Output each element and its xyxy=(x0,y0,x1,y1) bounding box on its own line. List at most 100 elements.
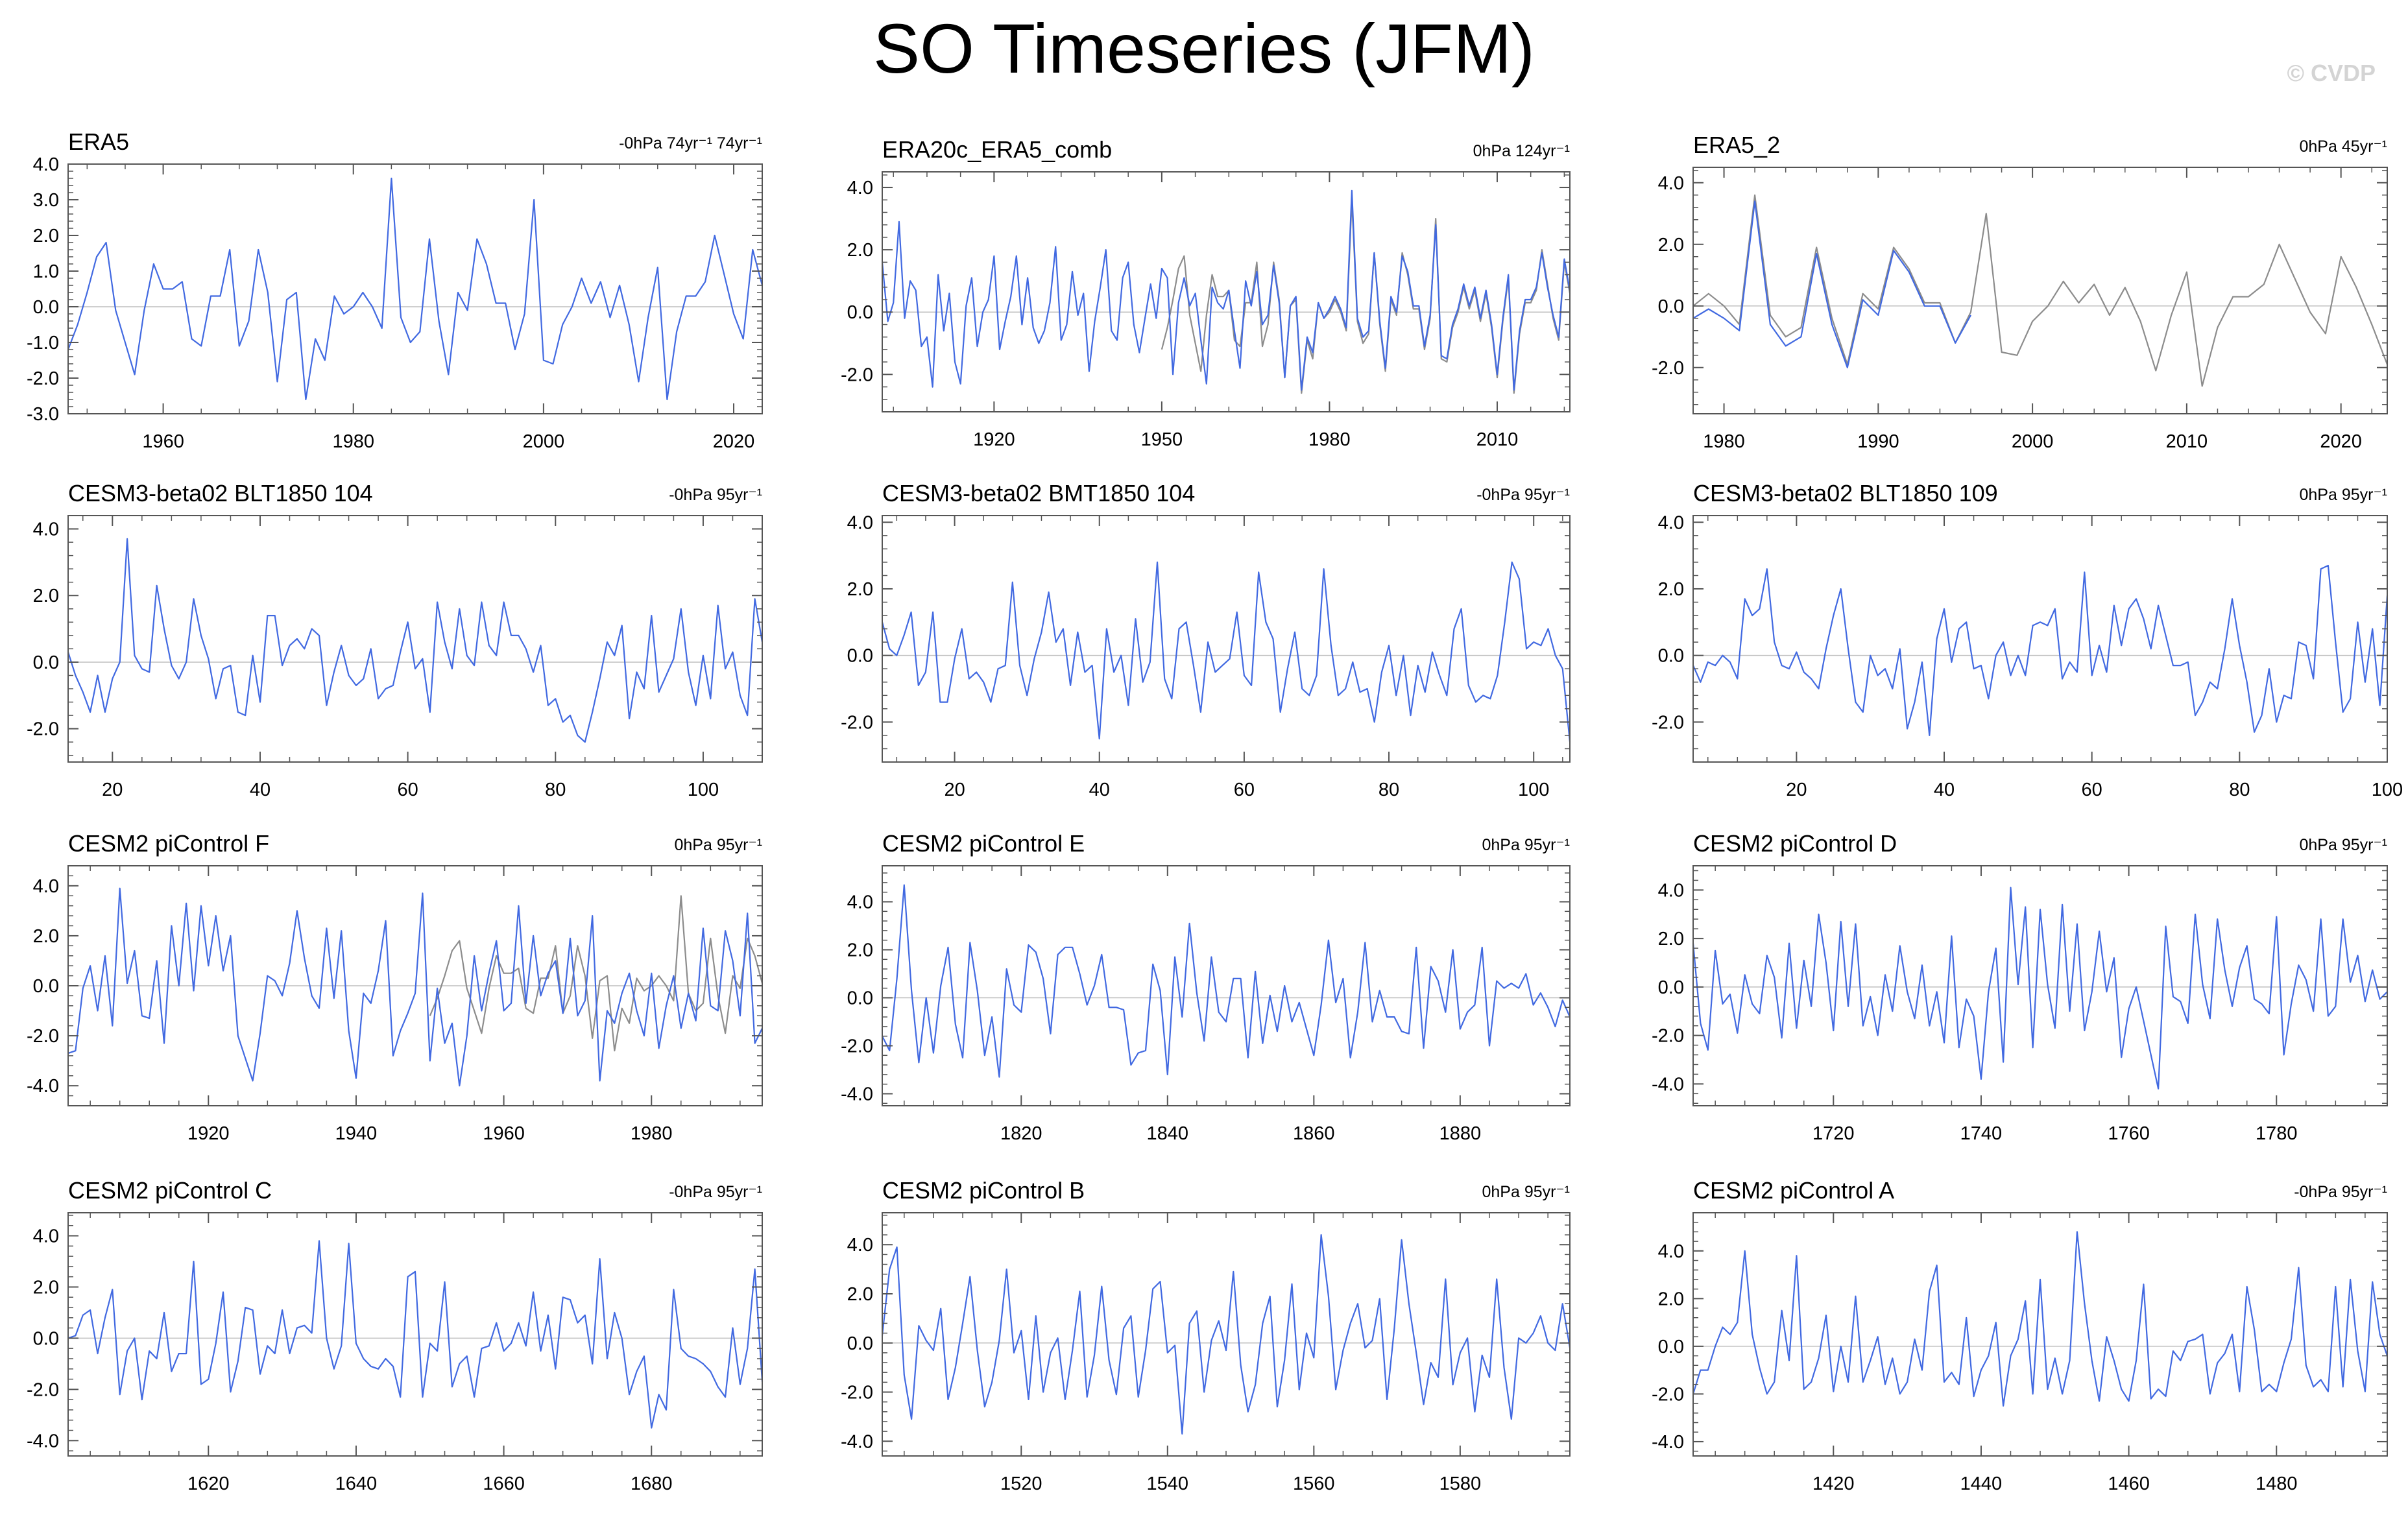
panel-5: CESM3-beta02 BMT1850 104 -0hPa 95yr⁻¹ -2.0… xyxy=(841,480,1571,800)
x-tick-label: 20 xyxy=(1786,780,1807,800)
x-tick-label: 1460 xyxy=(2108,1473,2150,1494)
x-tick-label: 1640 xyxy=(335,1473,378,1494)
panel-info: -0hPa 74yr⁻¹ 74yr⁻¹ xyxy=(619,134,762,152)
x-tick-label: 1980 xyxy=(332,431,374,452)
y-tick-label: 4.0 xyxy=(1658,512,1684,533)
y-tick-label: 4.0 xyxy=(33,154,59,175)
x-tick-label: 1940 xyxy=(335,1123,378,1144)
series-line-model xyxy=(882,884,1571,1078)
y-tick-label: 0.0 xyxy=(1658,296,1684,317)
plot-frame xyxy=(67,163,763,414)
x-tick-label: 40 xyxy=(1934,780,1955,800)
x-tick-label: 1860 xyxy=(1293,1123,1335,1144)
panel-title: ERA5 xyxy=(68,128,129,155)
x-tick-label: 1760 xyxy=(2108,1123,2150,1144)
y-tick-label: 1.0 xyxy=(33,261,59,282)
x-tick-label: 1620 xyxy=(187,1473,230,1494)
y-tick-label: 2.0 xyxy=(33,1277,59,1298)
series-line-model xyxy=(67,1240,764,1429)
y-tick-label: -2.0 xyxy=(1652,1026,1684,1047)
y-tick-label: -4.0 xyxy=(1652,1432,1684,1453)
panel-1: ERA5 -0hPa 74yr⁻¹ 74yr⁻¹ -3.0 -2.0 -1.0 0.0 1.… xyxy=(27,128,764,452)
y-tick-label: 0.0 xyxy=(847,302,873,323)
y-tick-label: 4.0 xyxy=(1658,880,1684,901)
y-tick-label: 0.0 xyxy=(1658,977,1684,998)
plot-frame xyxy=(882,865,1571,1106)
x-tick-label: 1580 xyxy=(1439,1473,1482,1494)
plot-frame xyxy=(1692,865,2388,1106)
panel-title: CESM3-beta02 BLT1850 109 xyxy=(1693,480,1998,507)
y-tick-label: 0.0 xyxy=(33,976,59,997)
panel-10: CESM2 piControl C -0hPa 95yr⁻¹ -4.0 -2.0 0.0… xyxy=(27,1177,764,1494)
x-tick-label: 20 xyxy=(944,780,965,800)
y-tick-label: 0.0 xyxy=(33,1328,59,1349)
x-tick-label: 20 xyxy=(102,780,123,800)
x-tick-label: 2010 xyxy=(2166,431,2208,452)
y-tick-label: 2.0 xyxy=(1658,1289,1684,1309)
x-tick-label: 2000 xyxy=(2012,431,2054,452)
x-tick-label: 60 xyxy=(397,780,418,800)
x-tick-label: 1540 xyxy=(1147,1473,1189,1494)
y-tick-label: -2.0 xyxy=(1652,1384,1684,1405)
y-tick-label: -2.0 xyxy=(27,1379,59,1400)
y-tick-label: 2.0 xyxy=(1658,235,1684,256)
series-line-era20c-era5-comb xyxy=(881,189,1571,391)
y-tick-label: -3.0 xyxy=(27,404,59,425)
panel-info: 0hPa 95yr⁻¹ xyxy=(1482,1183,1571,1201)
x-tick-label: 1660 xyxy=(483,1473,525,1494)
x-tick-label: 1990 xyxy=(1857,431,1899,452)
panel-title: CESM2 piControl F xyxy=(68,830,269,857)
panel-title: CESM2 piControl A xyxy=(1693,1177,1894,1204)
y-tick-label: 4.0 xyxy=(33,519,59,540)
x-tick-label: 2010 xyxy=(1476,429,1519,450)
y-tick-label: 0.0 xyxy=(847,646,873,667)
panel-info: 0hPa 95yr⁻¹ xyxy=(2300,836,2388,854)
x-tick-label: 60 xyxy=(2082,780,2102,800)
y-tick-label: -2.0 xyxy=(841,712,873,733)
y-tick-label: 4.0 xyxy=(33,876,59,897)
x-tick-label: 80 xyxy=(1379,780,1399,800)
y-tick-label: 4.0 xyxy=(847,1235,873,1256)
x-tick-label: 1980 xyxy=(631,1123,673,1144)
y-tick-label: -4.0 xyxy=(1652,1074,1684,1095)
series-line-era5 xyxy=(1161,199,1571,394)
y-tick-label: -2.0 xyxy=(27,719,59,740)
series-line-model xyxy=(1692,1231,2389,1407)
panel-7: CESM2 piControl F 0hPa 95yr⁻¹ -4.0 -2.0 0.0 2… xyxy=(27,830,764,1144)
x-tick-label: 1680 xyxy=(631,1473,673,1494)
x-tick-label: 100 xyxy=(2372,780,2403,800)
panel-title: CESM2 piControl C xyxy=(68,1177,272,1204)
x-tick-label: 1980 xyxy=(1703,431,1745,452)
y-tick-label: 0.0 xyxy=(847,988,873,1009)
y-tick-label: -2.0 xyxy=(841,1036,873,1057)
panel-title: ERA20c_ERA5_comb xyxy=(882,136,1112,163)
x-tick-label: 100 xyxy=(1518,780,1549,800)
y-tick-label: 2.0 xyxy=(1658,579,1684,600)
panel-title: ERA5_2 xyxy=(1693,132,1780,158)
series-line-era5 xyxy=(67,177,764,401)
panel-info: 0hPa 95yr⁻¹ xyxy=(1482,836,1571,854)
y-tick-label: 4.0 xyxy=(1658,173,1684,194)
x-tick-label: 80 xyxy=(2229,780,2250,800)
y-tick-label: 0.0 xyxy=(1658,646,1684,667)
y-tick-label: -4.0 xyxy=(841,1084,873,1105)
panel-title: CESM2 piControl D xyxy=(1693,830,1897,857)
x-tick-label: 1880 xyxy=(1439,1123,1482,1144)
y-tick-label: -4.0 xyxy=(841,1431,873,1452)
panel-info: 0hPa 95yr⁻¹ xyxy=(2300,486,2388,504)
x-tick-label: 60 xyxy=(1234,780,1255,800)
panel-info: 0hPa 95yr⁻¹ xyxy=(675,836,763,854)
y-tick-label: -2.0 xyxy=(27,368,59,389)
x-tick-label: 1420 xyxy=(1812,1473,1855,1494)
y-tick-label: 4.0 xyxy=(1658,1241,1684,1262)
x-tick-label: 1480 xyxy=(2256,1473,2298,1494)
plot-frame xyxy=(67,515,763,763)
y-tick-label: 0.0 xyxy=(1658,1337,1684,1357)
plot-frame xyxy=(882,1212,1571,1457)
plot-frame xyxy=(1692,515,2388,763)
panel-9: CESM2 piControl D 0hPa 95yr⁻¹ -4.0 -2.0 0.0 2… xyxy=(1652,830,2388,1144)
series-line-model xyxy=(881,1234,1571,1435)
x-tick-label: 1840 xyxy=(1147,1123,1189,1144)
series-line-model xyxy=(67,538,764,743)
series-line-model xyxy=(67,887,763,1087)
